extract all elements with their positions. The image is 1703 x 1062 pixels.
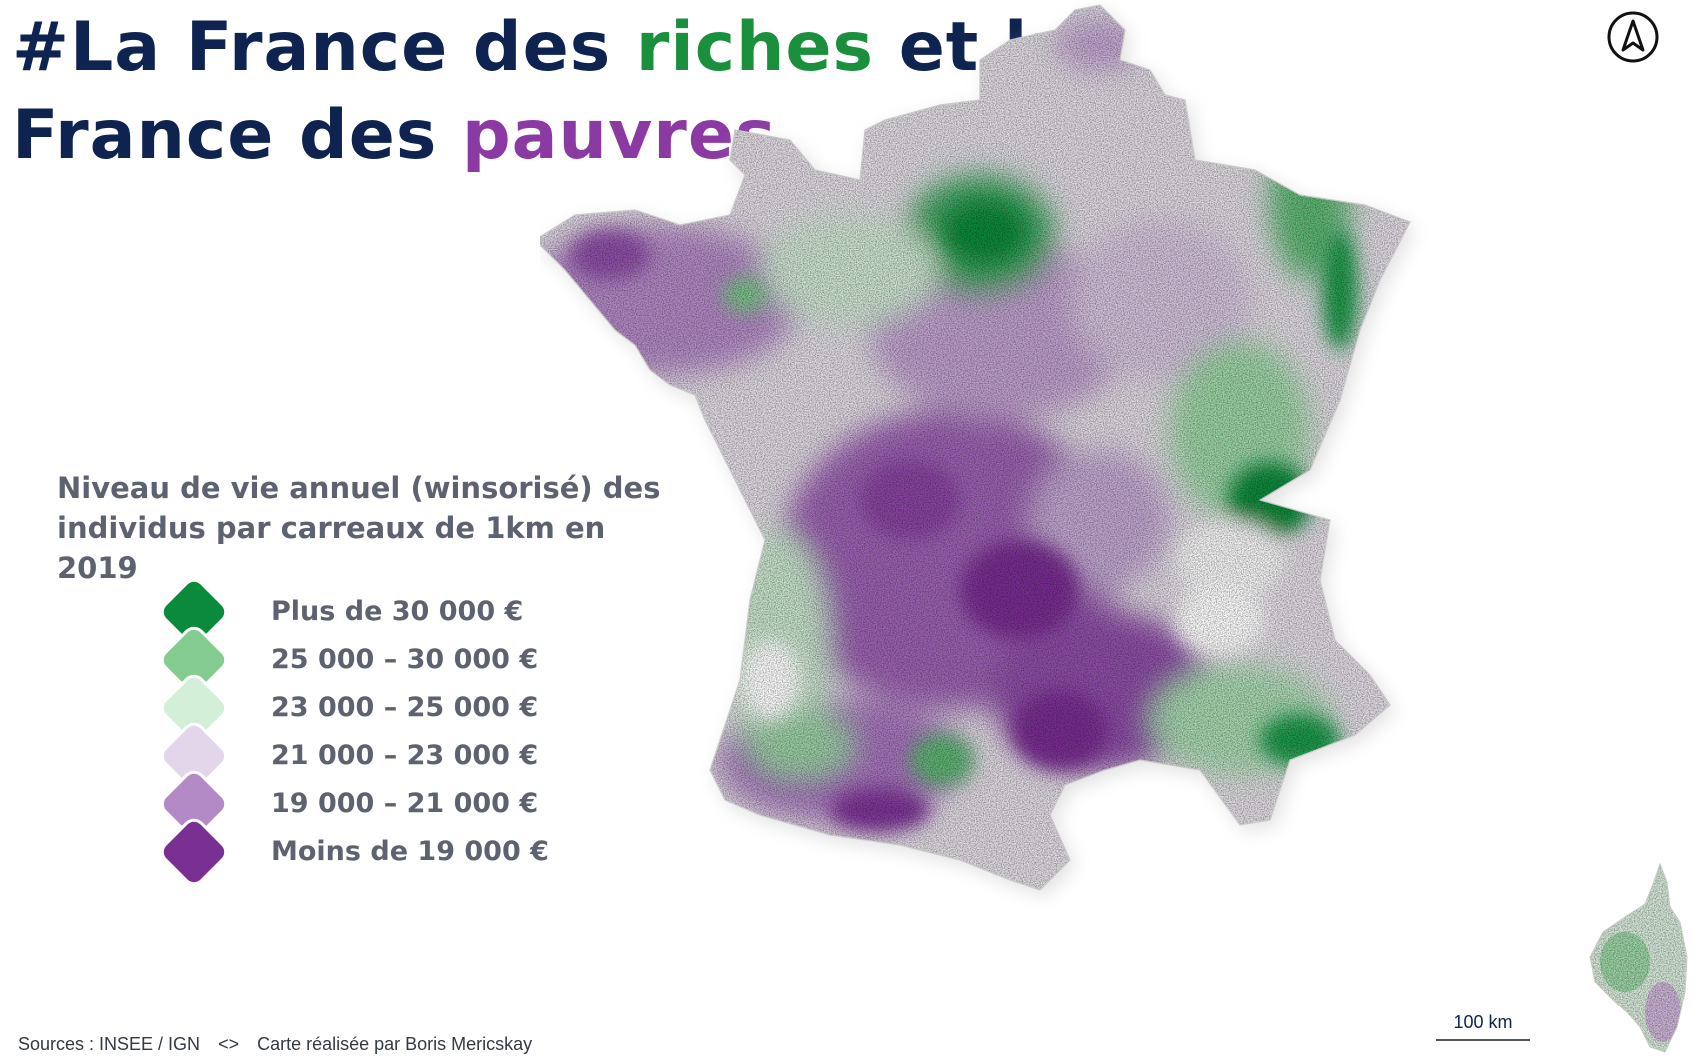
legend-label: 23 000 – 25 000 € xyxy=(271,692,539,723)
legend-label: 19 000 – 21 000 € xyxy=(271,788,539,819)
france-map xyxy=(540,4,1415,896)
map-title: #La France des riches et la France des p… xyxy=(12,4,1075,180)
legend-label: Plus de 30 000 € xyxy=(271,596,524,627)
north-arrow-icon xyxy=(1607,11,1659,63)
scale-bar: 100 km xyxy=(1436,1012,1530,1041)
footer-separator: <> xyxy=(218,1034,240,1054)
legend-label: 25 000 – 30 000 € xyxy=(271,644,539,675)
title-line-1: #La France des riches et la xyxy=(12,4,1075,92)
legend-label: 21 000 – 23 000 € xyxy=(271,740,539,771)
title-accent-pauvres: pauvres xyxy=(461,96,777,175)
sources-text: Sources : INSEE / IGN xyxy=(18,1034,201,1054)
scale-bar-line xyxy=(1436,1039,1530,1041)
map-footer: Sources : INSEE / IGN <> Carte réalisée pa… xyxy=(18,1034,550,1055)
title-accent-riches: riches xyxy=(635,8,875,87)
credit-text: Carte réalisée par Boris Mericskay xyxy=(257,1034,533,1054)
title-line-2: France des pauvres xyxy=(12,92,1075,180)
corsica-inset xyxy=(1589,862,1688,1053)
scale-bar-label: 100 km xyxy=(1453,1012,1513,1032)
legend-title: Niveau de vie annuel (winsorisé) des ind… xyxy=(57,471,661,585)
legend-swatch xyxy=(160,818,228,886)
legend-label: Moins de 19 000 € xyxy=(271,836,549,867)
title-line-2-prefix: France des xyxy=(12,96,462,175)
title-line-1-prefix: #La France des xyxy=(12,8,636,87)
